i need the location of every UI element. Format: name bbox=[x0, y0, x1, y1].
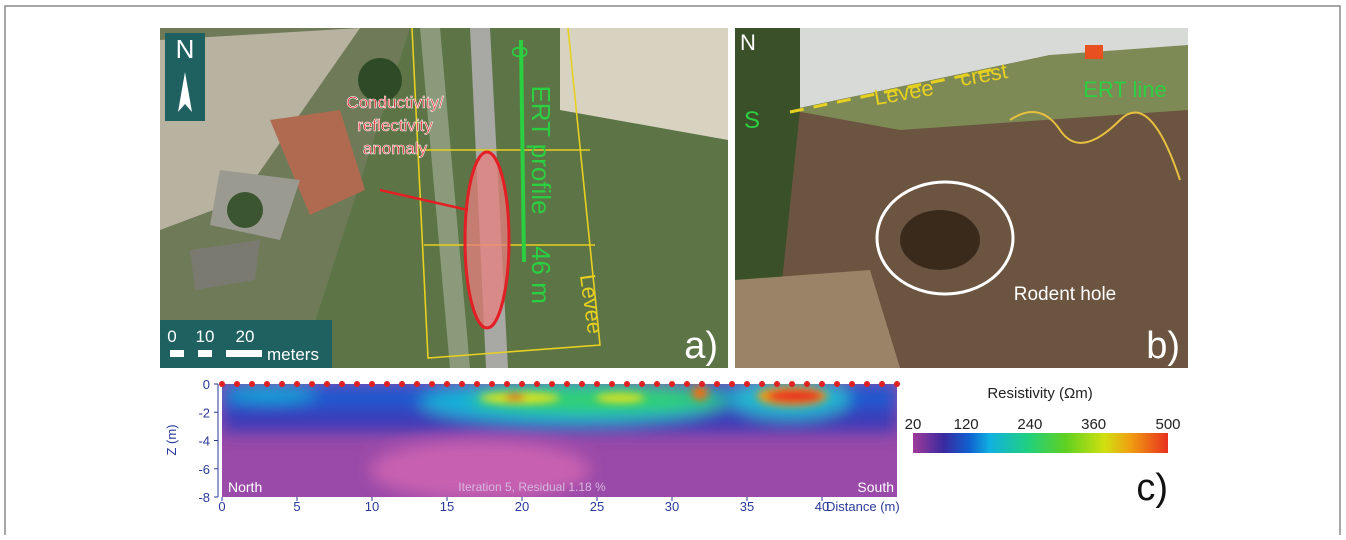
electrode bbox=[444, 381, 450, 387]
electrode bbox=[234, 381, 240, 387]
electrode bbox=[594, 381, 600, 387]
electrode bbox=[669, 381, 675, 387]
electrode bbox=[744, 381, 750, 387]
electrode bbox=[549, 381, 555, 387]
electrode bbox=[459, 381, 465, 387]
colorbar-tick-label: 20 bbox=[905, 416, 922, 433]
y-axis-label: Z (m) bbox=[164, 424, 179, 455]
electrode bbox=[429, 381, 435, 387]
aerial-photo bbox=[160, 28, 728, 368]
x-tick-label: 40 bbox=[815, 499, 829, 514]
iteration-note: Iteration 5, Residual 1.18 % bbox=[458, 480, 606, 494]
electrode bbox=[384, 381, 390, 387]
anomaly-label: reflectivity bbox=[357, 116, 433, 135]
x-tick-label: 10 bbox=[365, 499, 379, 514]
profile-start: 0 bbox=[507, 46, 532, 58]
electrode bbox=[714, 381, 720, 387]
x-tick-label: 35 bbox=[740, 499, 754, 514]
electrode bbox=[849, 381, 855, 387]
north-label: N bbox=[740, 30, 756, 55]
scale-label: 20 bbox=[236, 327, 255, 346]
y-tick-label: 0 bbox=[203, 377, 210, 392]
electrode bbox=[399, 381, 405, 387]
electrode bbox=[279, 381, 285, 387]
x-tick-label: 25 bbox=[590, 499, 604, 514]
y-tick-label: -2 bbox=[198, 405, 210, 420]
electrode bbox=[534, 381, 540, 387]
electrode bbox=[489, 381, 495, 387]
profile-length: 46 m bbox=[526, 246, 556, 304]
electrode bbox=[369, 381, 375, 387]
north-label: North bbox=[228, 479, 262, 495]
electrode bbox=[759, 381, 765, 387]
electrode bbox=[639, 381, 645, 387]
x-tick-label: 20 bbox=[515, 499, 529, 514]
electrode bbox=[654, 381, 660, 387]
electrode bbox=[804, 381, 810, 387]
electrode bbox=[699, 381, 705, 387]
electrode bbox=[579, 381, 585, 387]
electrode bbox=[564, 381, 570, 387]
colorbar-tick-label: 120 bbox=[954, 416, 979, 433]
electrode bbox=[729, 381, 735, 387]
x-tick-label: 5 bbox=[293, 499, 300, 514]
electrode bbox=[609, 381, 615, 387]
south-label: S bbox=[744, 107, 760, 134]
electrode bbox=[834, 381, 840, 387]
electrode bbox=[264, 381, 270, 387]
electrode bbox=[219, 381, 225, 387]
profile-label: ERT profile bbox=[526, 85, 556, 214]
electrode bbox=[684, 381, 690, 387]
electrode bbox=[789, 381, 795, 387]
panel-label: c) bbox=[1136, 467, 1168, 509]
electrode bbox=[894, 381, 900, 387]
electrode bbox=[519, 381, 525, 387]
scale-label: 10 bbox=[196, 327, 215, 346]
colorbar bbox=[913, 433, 1168, 453]
south-label: South bbox=[857, 479, 894, 495]
electrode bbox=[819, 381, 825, 387]
y-tick-label: -4 bbox=[198, 434, 210, 449]
panel-label: a) bbox=[684, 325, 718, 367]
x-tick-label: 0 bbox=[218, 499, 225, 514]
y-tick-label: -6 bbox=[198, 462, 210, 477]
panel-label: b) bbox=[1146, 325, 1180, 367]
electrode bbox=[414, 381, 420, 387]
figure: N Conductivity/ reflectivity anomaly 0 E… bbox=[0, 0, 1346, 535]
electrode bbox=[309, 381, 315, 387]
rodent-hole-label: Rodent hole bbox=[1014, 284, 1116, 305]
anomaly-label: Conductivity/ bbox=[346, 93, 444, 112]
scale-unit: meters bbox=[267, 345, 319, 364]
north-label: N bbox=[176, 34, 195, 64]
electrode bbox=[624, 381, 630, 387]
colorbar-title: Resistivity (Ωm) bbox=[987, 385, 1092, 402]
electrode bbox=[339, 381, 345, 387]
ert-line-label: ERT line bbox=[1083, 77, 1167, 102]
electrode bbox=[249, 381, 255, 387]
colorbar-tick-label: 500 bbox=[1155, 416, 1180, 433]
electrode bbox=[879, 381, 885, 387]
electrode bbox=[354, 381, 360, 387]
electrode bbox=[864, 381, 870, 387]
y-tick-label: -8 bbox=[198, 490, 210, 505]
electrode bbox=[294, 381, 300, 387]
electrode bbox=[774, 381, 780, 387]
anomaly-label: anomaly bbox=[363, 139, 428, 158]
electrode bbox=[504, 381, 510, 387]
colorbar-tick-label: 360 bbox=[1081, 416, 1106, 433]
scale-label: 0 bbox=[167, 327, 176, 346]
electrode bbox=[474, 381, 480, 387]
colorbar-tick-label: 240 bbox=[1017, 416, 1042, 433]
x-tick-label: 30 bbox=[665, 499, 679, 514]
x-tick-label: 15 bbox=[440, 499, 454, 514]
x-axis-label: Distance (m) bbox=[826, 499, 900, 514]
electrode bbox=[324, 381, 330, 387]
